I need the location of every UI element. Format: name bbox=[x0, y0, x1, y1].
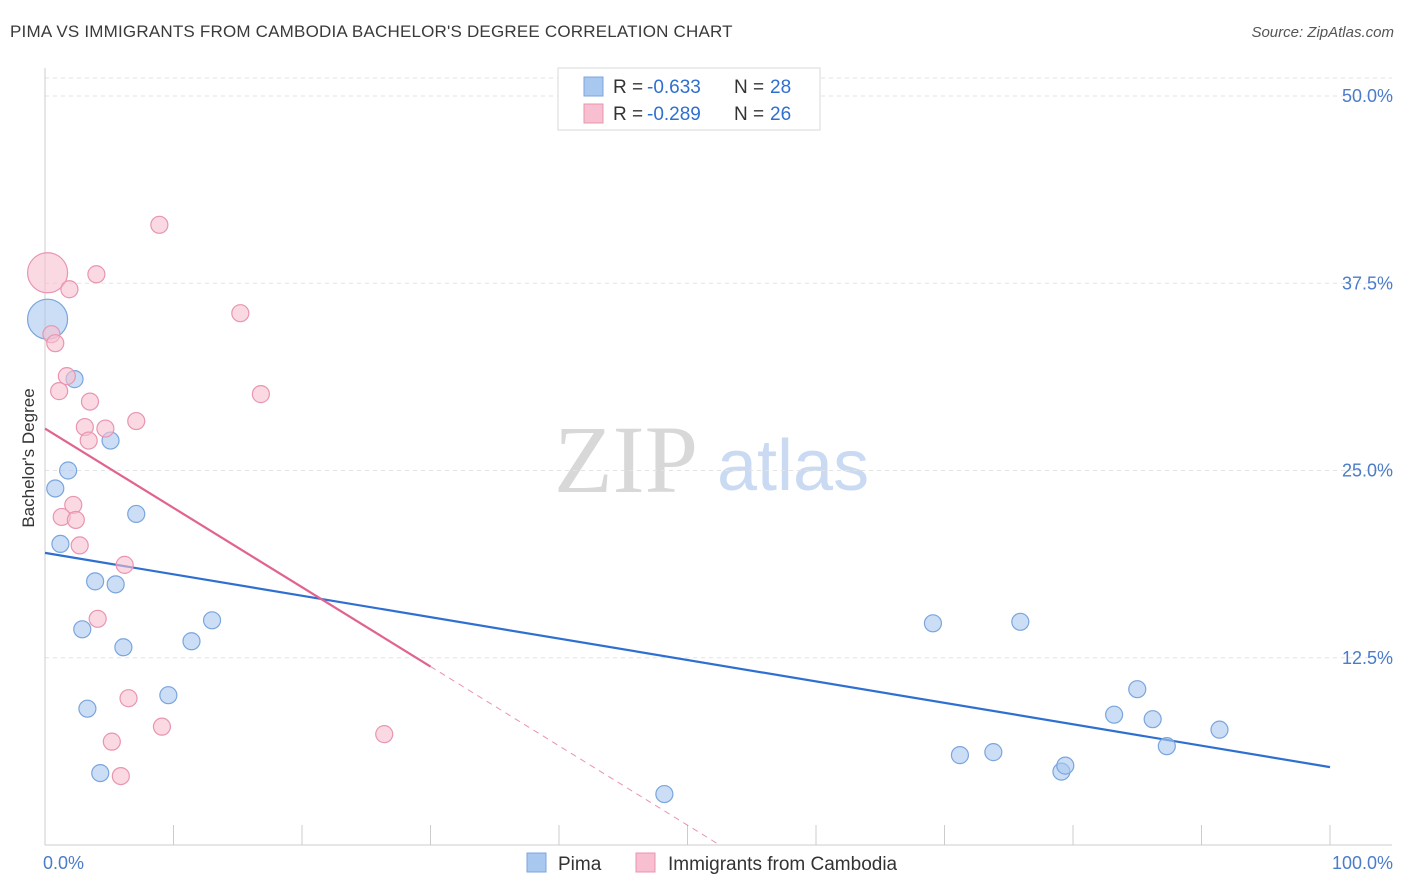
point-1-0 bbox=[26, 252, 69, 294]
point-1-21 bbox=[119, 689, 138, 708]
point-1-9 bbox=[251, 385, 270, 404]
point-0-14 bbox=[78, 699, 97, 718]
trendline-0 bbox=[44, 551, 1331, 769]
point-0-19 bbox=[950, 746, 970, 765]
point-0-16 bbox=[655, 784, 674, 804]
trendline-ext-1 bbox=[430, 666, 720, 846]
point-0-8 bbox=[106, 575, 125, 594]
legend-n-label-1: N = bbox=[734, 104, 764, 125]
legend-swatch-0 bbox=[583, 76, 604, 97]
point-1-7 bbox=[57, 367, 76, 386]
point-1-10 bbox=[80, 392, 100, 411]
series-legend-swatch-1 bbox=[635, 852, 656, 873]
point-0-7 bbox=[86, 572, 105, 591]
point-1-6 bbox=[46, 334, 65, 353]
y-tick-label-2: 37.5% bbox=[1342, 273, 1393, 293]
series-legend: Pima Immigrants from Cambodia bbox=[526, 852, 898, 875]
trendlines bbox=[44, 427, 1331, 846]
legend-r-value-0: -0.633 bbox=[647, 77, 701, 98]
point-1-4 bbox=[231, 304, 250, 323]
legend-n-label-0: N = bbox=[734, 77, 764, 98]
point-1-1 bbox=[150, 215, 169, 234]
point-1-25 bbox=[111, 766, 130, 786]
x-tick-label-1: 100.0% bbox=[1332, 853, 1393, 873]
watermark-zip: ZIP bbox=[554, 406, 698, 513]
point-1-24 bbox=[102, 732, 121, 751]
legend-r-value-1: -0.289 bbox=[647, 104, 701, 125]
series-legend-label-1: Immigrants from Cambodia bbox=[668, 854, 898, 875]
point-0-22 bbox=[1056, 756, 1075, 775]
tick-labels: 12.5% 25.0% 37.5% 50.0% 0.0% 100.0% bbox=[43, 86, 1393, 873]
y-axis-label: Bachelor's Degree bbox=[19, 388, 38, 527]
legend-r-label-0: R = bbox=[613, 77, 643, 98]
trendline-1 bbox=[44, 427, 432, 668]
point-1-13 bbox=[96, 419, 115, 438]
chart-title: PIMA VS IMMIGRANTS FROM CAMBODIA BACHELO… bbox=[10, 22, 733, 41]
point-1-3 bbox=[60, 280, 79, 299]
point-0-20 bbox=[984, 743, 1003, 762]
point-0-13 bbox=[159, 686, 178, 705]
watermark: ZIP atlas bbox=[554, 406, 869, 513]
stats-legend: R = -0.633 N = 28 R = -0.289 N = 26 bbox=[557, 67, 821, 131]
point-0-3 bbox=[59, 461, 78, 480]
point-0-26 bbox=[1157, 737, 1176, 756]
point-0-5 bbox=[127, 504, 146, 524]
point-0-25 bbox=[1143, 710, 1162, 729]
point-0-6 bbox=[51, 534, 70, 554]
point-0-11 bbox=[182, 632, 201, 651]
point-1-19 bbox=[115, 555, 134, 574]
y-tick-label-1: 25.0% bbox=[1342, 461, 1393, 481]
point-1-23 bbox=[375, 725, 394, 744]
point-0-27 bbox=[1210, 720, 1229, 739]
chart-source: Source: ZipAtlas.com bbox=[1251, 24, 1394, 41]
watermark-atlas: atlas bbox=[717, 426, 869, 506]
point-0-24 bbox=[1105, 705, 1124, 724]
point-1-14 bbox=[79, 431, 98, 450]
point-0-15 bbox=[91, 763, 110, 783]
gridlines bbox=[45, 77, 1392, 659]
x-tick-label-0: 0.0% bbox=[43, 853, 84, 873]
point-0-9 bbox=[202, 611, 222, 630]
series-legend-label-0: Pima bbox=[558, 854, 602, 875]
point-1-18 bbox=[70, 536, 89, 555]
point-1-22 bbox=[152, 717, 172, 736]
point-0-10 bbox=[73, 620, 92, 639]
legend-swatch-1 bbox=[583, 103, 604, 124]
point-1-2 bbox=[87, 265, 106, 284]
point-0-12 bbox=[114, 638, 133, 657]
legend-r-label-1: R = bbox=[613, 104, 643, 125]
axes bbox=[44, 68, 1392, 846]
point-0-4 bbox=[46, 479, 65, 498]
data-points bbox=[26, 215, 1229, 804]
series-legend-swatch-0 bbox=[526, 852, 547, 873]
legend-n-value-0: 28 bbox=[770, 77, 791, 98]
point-0-23 bbox=[1128, 680, 1147, 699]
point-1-20 bbox=[88, 609, 107, 628]
point-0-18 bbox=[1011, 612, 1030, 631]
y-tick-label-3: 50.0% bbox=[1342, 86, 1393, 106]
y-tick-label-0: 12.5% bbox=[1342, 648, 1393, 668]
legend-n-value-1: 26 bbox=[770, 104, 791, 125]
point-1-8 bbox=[50, 382, 69, 401]
point-1-17 bbox=[66, 510, 85, 530]
point-1-11 bbox=[127, 411, 146, 431]
point-0-17 bbox=[923, 614, 943, 633]
